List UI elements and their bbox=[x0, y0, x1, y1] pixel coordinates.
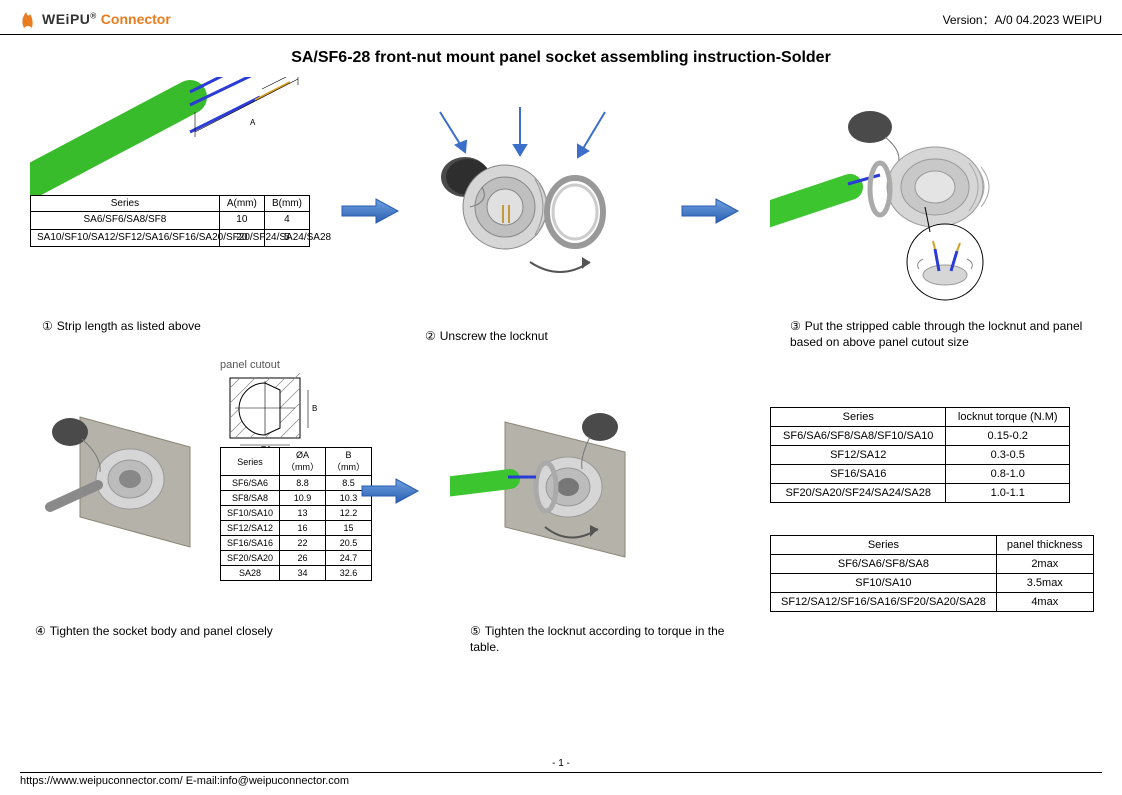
thickness-table: Seriespanel thicknessSF6/SA6/SF8/SA82max… bbox=[770, 535, 1094, 612]
table-row: SF6/SA68.88.5 bbox=[221, 476, 372, 491]
page-header: WEiPU® Connector Version：A/0 04.2023 WEI… bbox=[0, 0, 1122, 35]
table-cell: 15 bbox=[326, 521, 372, 536]
step3-figure bbox=[770, 97, 1070, 307]
table-cell: SF12/SA12 bbox=[221, 521, 280, 536]
step2-figure bbox=[410, 107, 640, 307]
table-cell: SF6/SA6 bbox=[221, 476, 280, 491]
table-cell: 22 bbox=[280, 536, 326, 551]
table-cell: SA6/SF6/SA8/SF8 bbox=[31, 212, 220, 230]
table-cell: 32.6 bbox=[326, 566, 372, 581]
table-header-cell: Series bbox=[221, 448, 280, 476]
table-header-cell: Series bbox=[771, 408, 946, 427]
table-cell: SF6/SA6/SF8/SA8/SF10/SA10 bbox=[771, 427, 946, 446]
arrow-icon bbox=[680, 197, 740, 228]
arrow-icon bbox=[360, 477, 420, 508]
table-row: SF16/SA160.8-1.0 bbox=[771, 465, 1070, 484]
step1-table: SeriesA(mm)B(mm)SA6/SF6/SA8/SF8104SA10/S… bbox=[30, 195, 310, 247]
table-row: SF6/SA6/SF8/SA82max bbox=[771, 555, 1094, 574]
arrow-icon bbox=[340, 197, 400, 228]
flame-icon bbox=[20, 8, 38, 30]
step4-caption: ④Tighten the socket body and panel close… bbox=[35, 624, 355, 640]
table-cell: 8.8 bbox=[280, 476, 326, 491]
step5-caption: ⑤Tighten the locknut according to torque… bbox=[470, 624, 750, 655]
page-number: - 1 - bbox=[0, 758, 1122, 769]
brand-name: WEiPU® bbox=[42, 11, 97, 27]
step4-figure bbox=[20, 377, 220, 577]
table-header-cell: A(mm) bbox=[219, 196, 264, 212]
torque-table: Serieslocknut torque (N.M)SF6/SA6/SF8/SA… bbox=[770, 407, 1070, 503]
table-cell: 13 bbox=[280, 506, 326, 521]
table-cell: 10.9 bbox=[280, 491, 326, 506]
table-cell: SF16/SA16 bbox=[771, 465, 946, 484]
table-row: SF12/SA120.3-0.5 bbox=[771, 446, 1070, 465]
svg-text:B: B bbox=[312, 404, 317, 413]
version-label: Version：A/0 04.2023 WEIPU bbox=[943, 11, 1102, 28]
step1-figure: A B bbox=[30, 77, 320, 197]
footer-url: https://www.weipuconnector.com/ E-mail:i… bbox=[20, 775, 349, 787]
table-row: SF12/SA12/SF16/SA16/SF20/SA20/SA284max bbox=[771, 593, 1094, 612]
step3-caption: ③Put the stripped cable through the lock… bbox=[790, 319, 1090, 350]
table-row: SF8/SA810.910.3 bbox=[221, 491, 372, 506]
brand-logo: WEiPU® Connector bbox=[20, 8, 171, 30]
table-cell: 2max bbox=[996, 555, 1093, 574]
table-cell: 10 bbox=[219, 212, 264, 230]
panel-cutout-label: panel cutout ØA B bbox=[220, 359, 370, 456]
table-cell: 16 bbox=[280, 521, 326, 536]
table-header-cell: ØA（mm） bbox=[280, 448, 326, 476]
table-cell: SF16/SA16 bbox=[221, 536, 280, 551]
table-cell: 0.3-0.5 bbox=[946, 446, 1070, 465]
table-cell: SF10/SA10 bbox=[221, 506, 280, 521]
table-cell: 4 bbox=[264, 212, 309, 230]
table-header-cell: Series bbox=[771, 536, 997, 555]
page-footer: https://www.weipuconnector.com/ E-mail:i… bbox=[20, 772, 1102, 787]
panel-cutout-diagram: ØA B bbox=[220, 373, 330, 453]
table-cell: 24.7 bbox=[326, 551, 372, 566]
table-row: SF6/SA6/SF8/SA8/SF10/SA100.15-0.2 bbox=[771, 427, 1070, 446]
table-row: SF10/SA103.5max bbox=[771, 574, 1094, 593]
svg-text:A: A bbox=[250, 118, 256, 127]
table-cell: 1.0-1.1 bbox=[946, 484, 1070, 503]
step5-figure bbox=[450, 387, 660, 587]
step1-caption: ①Strip length as listed above bbox=[42, 319, 302, 335]
table-header-cell: B（mm） bbox=[326, 448, 372, 476]
brand-subtitle: Connector bbox=[101, 11, 171, 27]
step2-caption: ②Unscrew the locknut bbox=[425, 329, 548, 345]
table-row: SA283432.6 bbox=[221, 566, 372, 581]
table-row: SA6/SF6/SA8/SF8104 bbox=[31, 212, 310, 230]
page-title: SA/SF6-28 front-nut mount panel socket a… bbox=[0, 49, 1122, 67]
table-header-cell: B(mm) bbox=[264, 196, 309, 212]
table-cell: SA28 bbox=[221, 566, 280, 581]
table-cell: 4max bbox=[996, 593, 1093, 612]
table-cell: 3.5max bbox=[996, 574, 1093, 593]
table-header-cell: locknut torque (N.M) bbox=[946, 408, 1070, 427]
table-row: SF10/SA101312.2 bbox=[221, 506, 372, 521]
table-row: SF20/SA202624.7 bbox=[221, 551, 372, 566]
table-cell: SF6/SA6/SF8/SA8 bbox=[771, 555, 997, 574]
step4-table: SeriesØA（mm）B（mm）SF6/SA68.88.5SF8/SA810.… bbox=[220, 447, 372, 581]
table-header-cell: panel thickness bbox=[996, 536, 1093, 555]
table-cell: SF12/SA12/SF16/SA16/SF20/SA20/SA28 bbox=[771, 593, 997, 612]
table-cell: SA10/SF10/SA12/SF12/SA16/SF16/SA20/SF20/… bbox=[31, 229, 220, 247]
table-header-cell: Series bbox=[31, 196, 220, 212]
table-cell: 20.5 bbox=[326, 536, 372, 551]
table-cell: 26 bbox=[280, 551, 326, 566]
table-row: SA10/SF10/SA12/SF12/SA16/SF16/SA20/SF20/… bbox=[31, 229, 310, 247]
table-cell: 0.15-0.2 bbox=[946, 427, 1070, 446]
table-cell: 34 bbox=[280, 566, 326, 581]
table-cell: SF20/SA20/SF24/SA24/SA28 bbox=[771, 484, 946, 503]
table-cell: SF12/SA12 bbox=[771, 446, 946, 465]
table-row: SF12/SA121615 bbox=[221, 521, 372, 536]
table-cell: SF10/SA10 bbox=[771, 574, 997, 593]
table-cell: SF20/SA20 bbox=[221, 551, 280, 566]
table-row: SF20/SA20/SF24/SA24/SA281.0-1.1 bbox=[771, 484, 1070, 503]
content-area: A B SeriesA(mm)B(mm)SA6/SF6/SA8/SF8104SA… bbox=[20, 77, 1102, 717]
table-cell: 0.8-1.0 bbox=[946, 465, 1070, 484]
table-row: SF16/SA162220.5 bbox=[221, 536, 372, 551]
table-cell: SF8/SA8 bbox=[221, 491, 280, 506]
